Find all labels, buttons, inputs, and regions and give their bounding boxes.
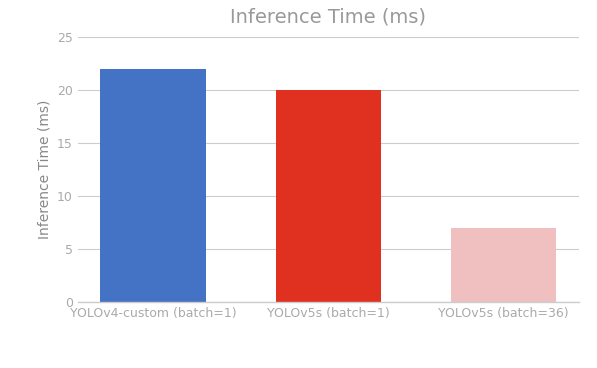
- Bar: [451, 227, 556, 302]
- Title: Inference Time (ms): Inference Time (ms): [230, 8, 426, 27]
- Bar: [276, 90, 381, 302]
- Bar: [100, 68, 205, 302]
- Y-axis label: Inference Time (ms): Inference Time (ms): [38, 100, 51, 239]
